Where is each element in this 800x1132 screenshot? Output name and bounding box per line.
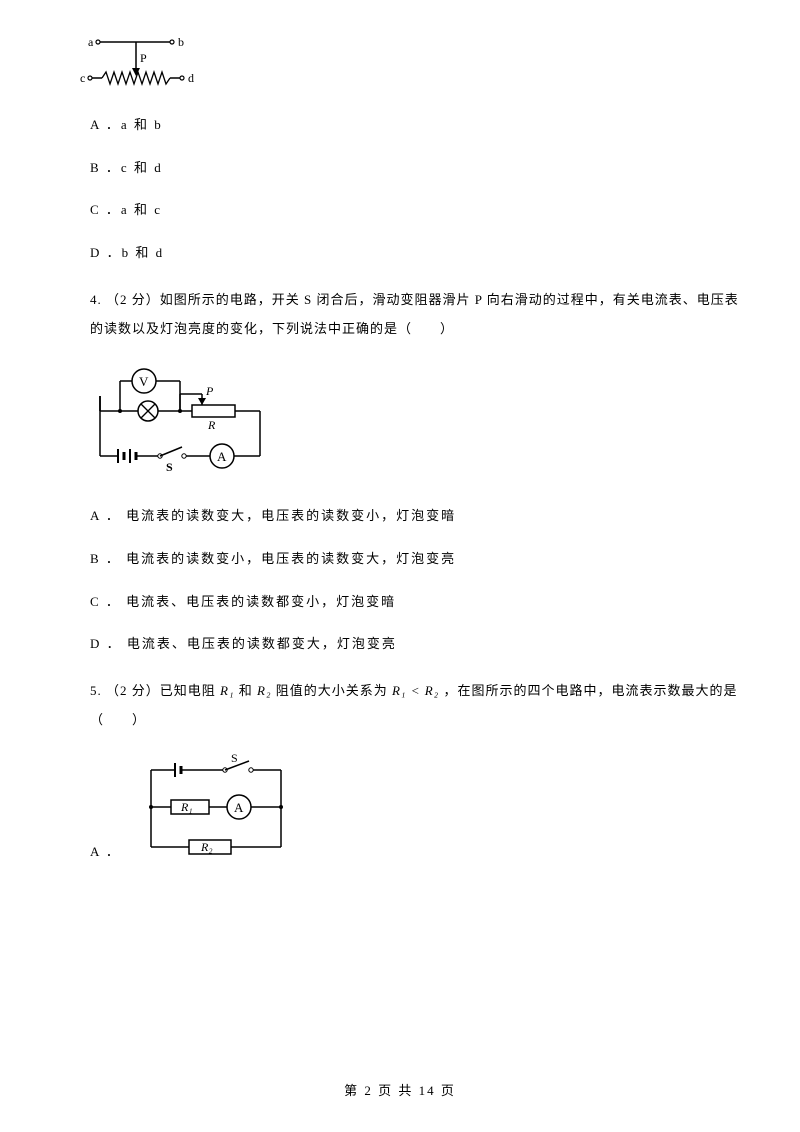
q4-option-d: D ． 电流表、电压表的读数都变大，灯泡变亮 xyxy=(90,634,740,655)
label-r1-5: R₁ xyxy=(180,800,193,814)
q5-pre: 5. （2 分）已知电阻 xyxy=(90,683,220,698)
label-v4: V xyxy=(139,374,149,389)
q4-option-b: B ． 电流表的读数变小，电压表的读数变大，灯泡变亮 xyxy=(90,549,740,570)
q5-r1: R₁ xyxy=(220,683,234,698)
q4-stem: 4. （2 分）如图所示的电路，开关 S 闭合后，滑动变阻器滑片 P 向右滑动的… xyxy=(90,286,740,343)
label-p: P xyxy=(140,51,147,65)
label-r4: R xyxy=(207,418,216,432)
label-p4: P xyxy=(205,384,214,398)
q3-figure: a b P c d xyxy=(80,30,740,97)
q5-mid2: 阻值的大小关系为 xyxy=(276,683,392,698)
q5-mid1: 和 xyxy=(239,683,257,698)
label-b: b xyxy=(178,35,184,49)
page-footer: 第 2 页 共 14 页 xyxy=(0,1081,800,1102)
label-r2-5: R₂ xyxy=(200,840,213,854)
q5-figure-a: S R₁ A R₂ xyxy=(131,752,301,862)
q5-option-a-label: A ． xyxy=(90,842,121,863)
q3-option-b: B ．c 和 d xyxy=(90,158,740,179)
label-d: d xyxy=(188,71,194,85)
q3-option-c: C ．a 和 c xyxy=(90,200,740,221)
q3-option-a: A ．a 和 b xyxy=(90,115,740,136)
q3-option-d: D ．b 和 d xyxy=(90,243,740,264)
q4-figure: S A R P V xyxy=(80,361,740,488)
label-c: c xyxy=(80,71,85,85)
q5-stem: 5. （2 分）已知电阻 R₁ 和 R₂ 阻值的大小关系为 R₁ < R₂ ，在… xyxy=(90,677,740,734)
q5-option-a-row: A ． S R₁ A R₂ xyxy=(90,752,740,862)
label-a5: A xyxy=(234,800,244,815)
q5-rel: R₁ < R₂ xyxy=(392,683,439,698)
label-s5: S xyxy=(231,752,238,765)
q5-r2: R₂ xyxy=(257,683,271,698)
label-a: a xyxy=(88,35,94,49)
q4-option-a: A ． 电流表的读数变大，电压表的读数变小，灯泡变暗 xyxy=(90,506,740,527)
label-s4: S xyxy=(166,460,173,474)
label-a4: A xyxy=(217,449,227,464)
q4-option-c: C ． 电流表、电压表的读数都变小，灯泡变暗 xyxy=(90,592,740,613)
